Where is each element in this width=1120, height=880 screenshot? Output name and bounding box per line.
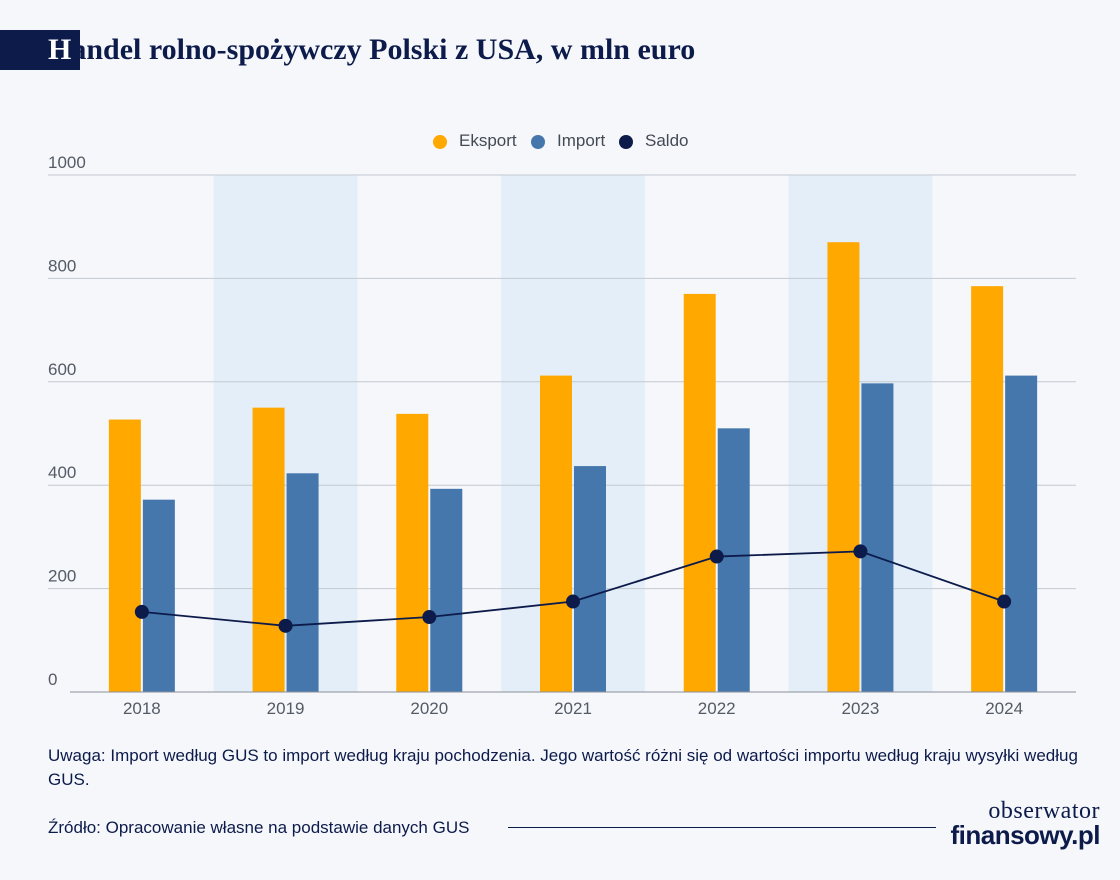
chart-source: Źródło: Opracowanie własne na podstawie …: [48, 818, 470, 837]
bar-eksport-2020: [396, 413, 429, 692]
x-tick-label-2019: 2019: [267, 699, 305, 718]
point-saldo-2018: [134, 604, 149, 619]
legend-label-eksport: Eksport: [459, 131, 517, 150]
y-tick-label-800: 800: [48, 256, 76, 275]
x-tick-label-2023: 2023: [842, 699, 880, 718]
bar-import-2021: [574, 466, 606, 692]
point-saldo-2019: [278, 618, 293, 633]
bar-import-2019: [286, 473, 319, 692]
bar-eksport-2019: [252, 407, 285, 692]
title-text: andel rolno-spożywczy Polski z USA, w ml…: [71, 33, 696, 66]
source-divider: [508, 827, 936, 828]
logo-line-1: obserwator: [988, 798, 1100, 824]
chart-canvas: 0 200 400 600 800 1000 2018 2019 2020 2021 2022 202…: [48, 131, 1076, 718]
legend-marker-saldo: [619, 135, 633, 149]
legend-label-import: Import: [557, 131, 605, 150]
bar-eksport-2024: [971, 286, 1004, 692]
bar-import-2020: [430, 488, 463, 692]
x-tick-label-2024: 2024: [985, 699, 1023, 718]
legend-marker-eksport: [433, 135, 447, 149]
bar-eksport-2023: [827, 242, 860, 692]
bar-import-2018: [142, 499, 175, 692]
title-accent-bar: [0, 30, 80, 70]
band-2019: [213, 175, 358, 692]
y-tick-label-600: 600: [48, 360, 76, 379]
y-tick-label-200: 200: [48, 567, 76, 586]
publisher-logo: obserwator finansowy.pl: [950, 798, 1100, 850]
band-2023: [788, 175, 933, 692]
bar-eksport-2018: [108, 419, 141, 692]
point-saldo-2021: [566, 594, 580, 609]
y-tick-label-0: 0: [48, 670, 57, 689]
bar-import-2023: [861, 383, 894, 692]
title-first-letter: H: [48, 33, 72, 66]
bar-import-2024: [1005, 375, 1038, 692]
x-tick-label-2021: 2021: [554, 699, 592, 718]
x-tick-label-2022: 2022: [698, 699, 736, 718]
point-saldo-2024: [997, 594, 1012, 609]
x-tick-label-2018: 2018: [123, 699, 161, 718]
band-2021: [501, 175, 645, 692]
y-tick-label-400: 400: [48, 463, 76, 482]
bar-eksport-2022: [683, 293, 716, 692]
bar-import-2022: [717, 428, 750, 692]
chart-note: Uwaga: Import według GUS to import wedłu…: [48, 746, 1078, 789]
point-saldo-2022: [709, 549, 724, 564]
point-saldo-2023: [853, 544, 868, 559]
chart-title: Handel rolno-spożywczy Polski z USA, w m…: [48, 29, 695, 71]
bar-eksport-2021: [540, 375, 572, 692]
logo-line-2: finansowy.pl: [950, 820, 1100, 850]
x-tick-label-2020: 2020: [410, 699, 448, 718]
legend-marker-import: [531, 135, 545, 149]
point-saldo-2020: [422, 610, 437, 625]
y-tick-label-1000: 1000: [48, 153, 86, 172]
legend-label-saldo: Saldo: [645, 131, 688, 150]
